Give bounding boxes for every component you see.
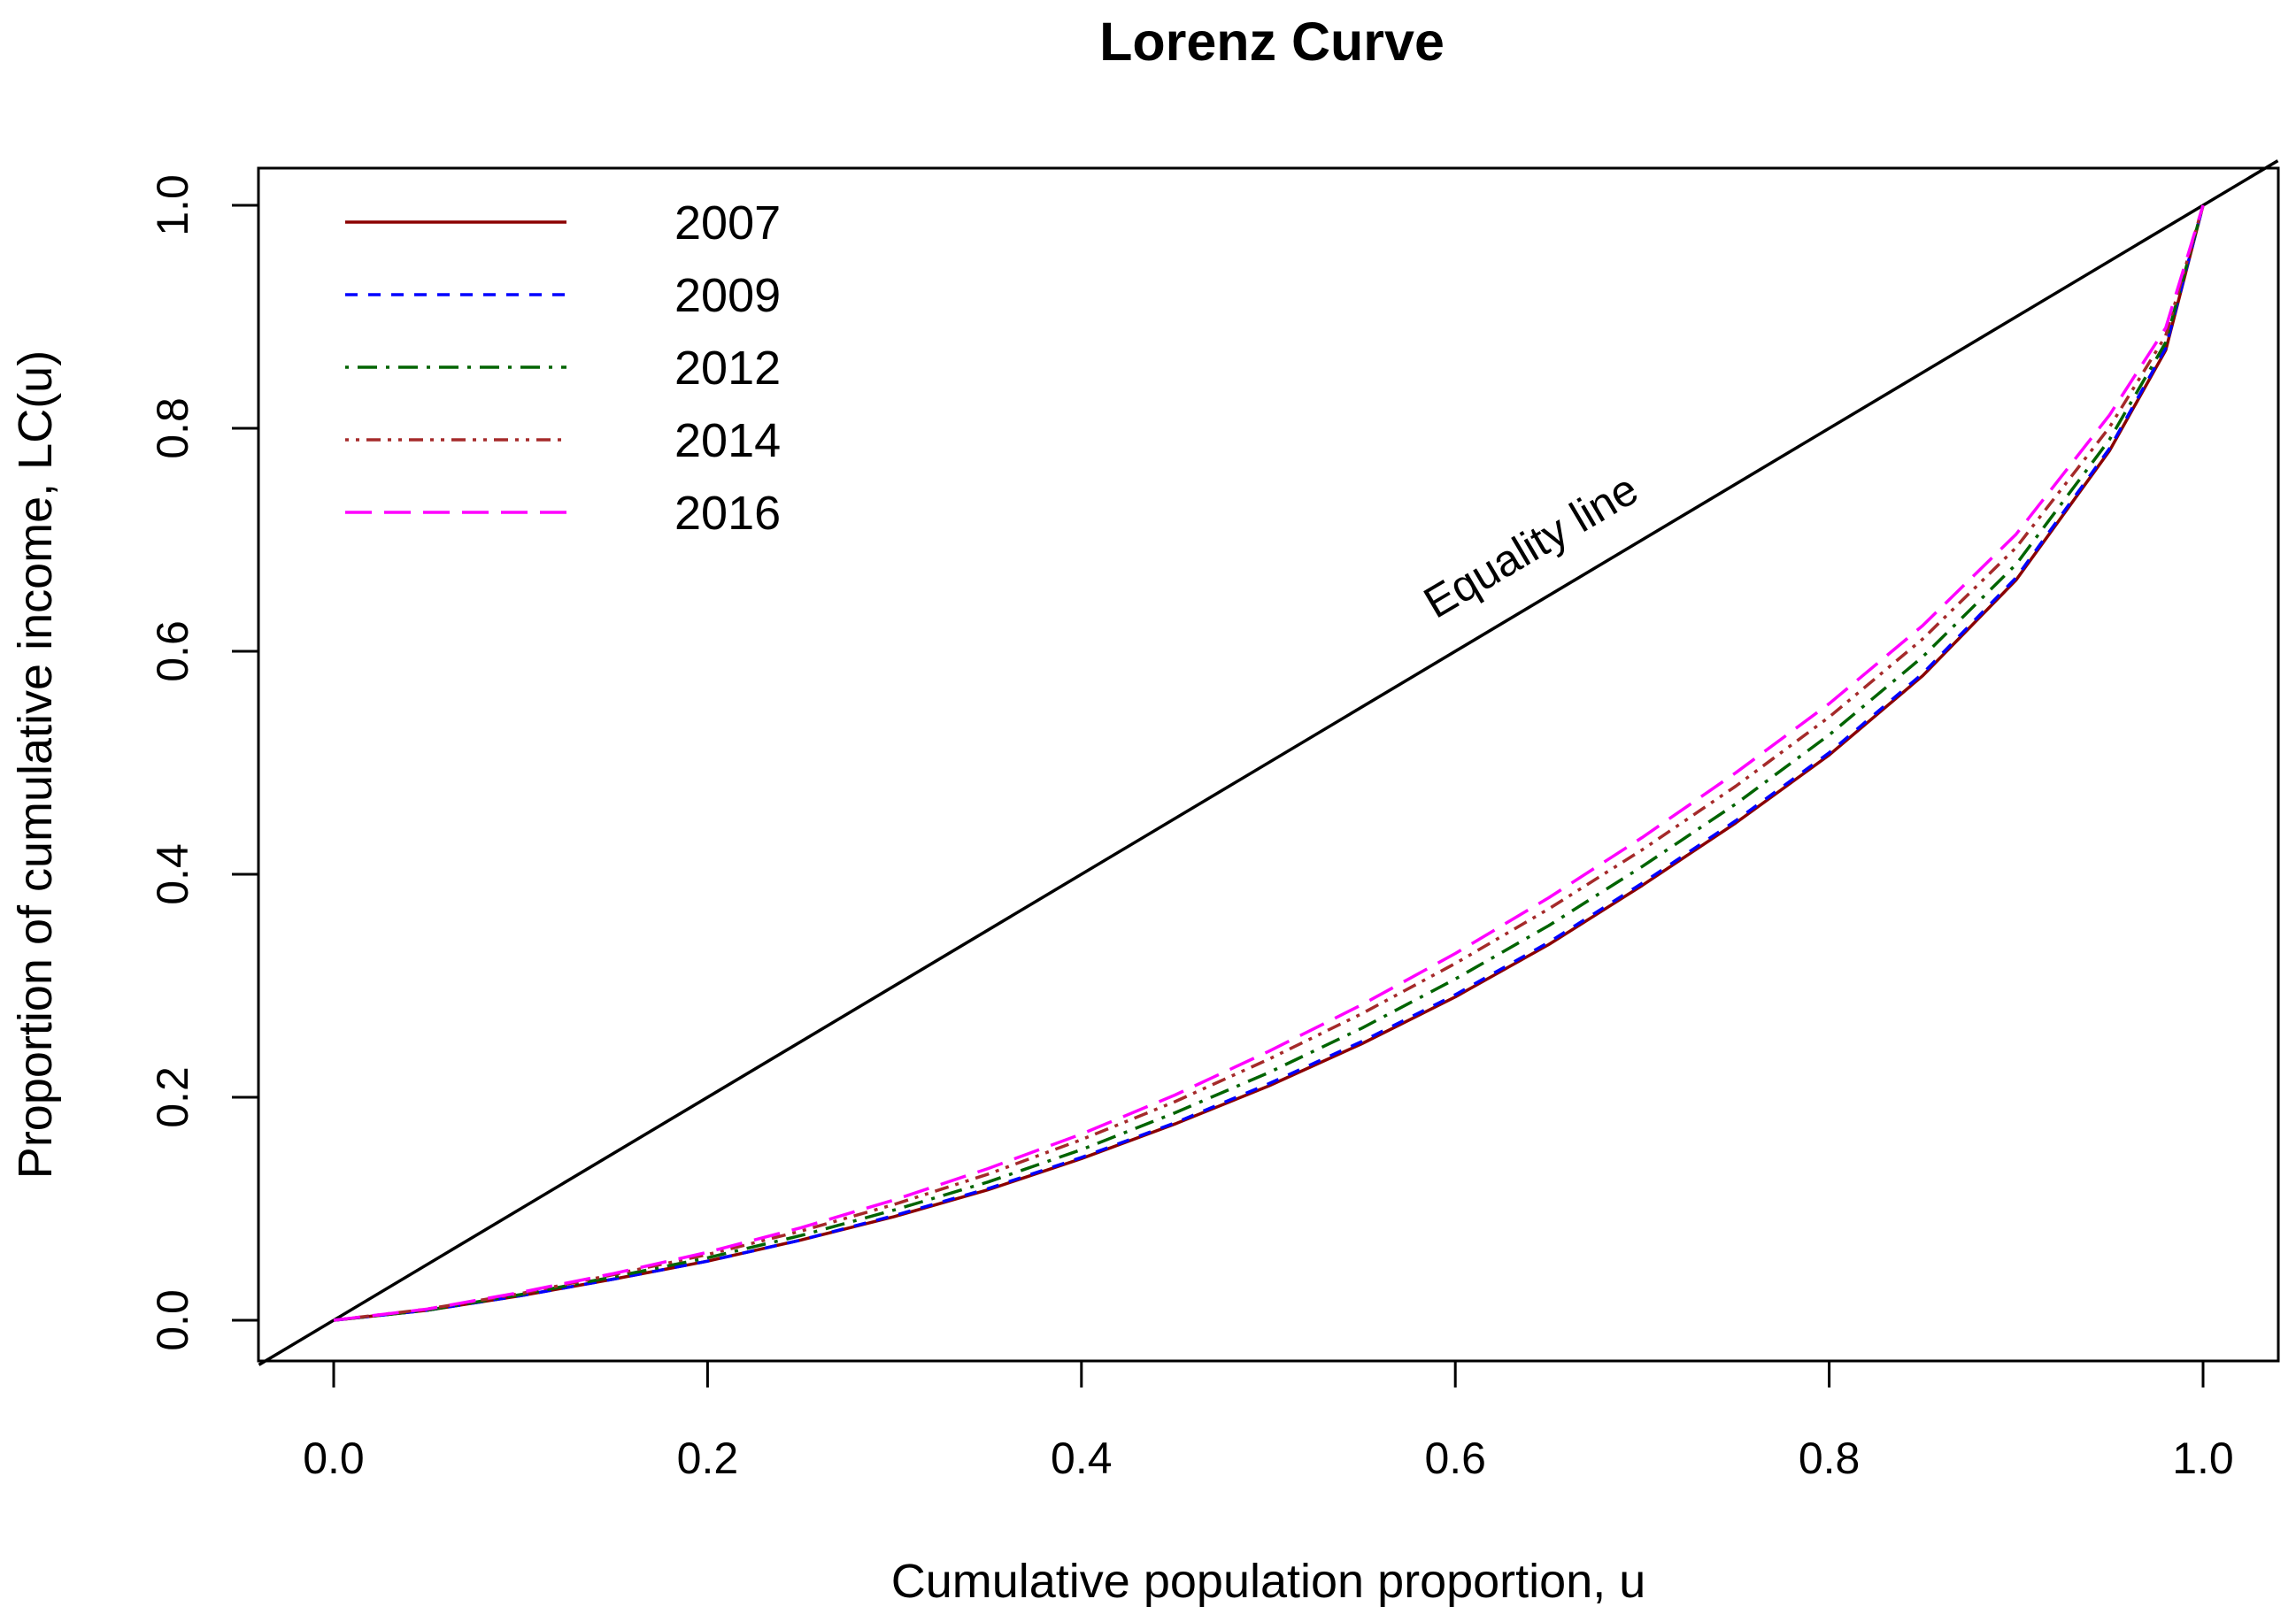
x-tick-label: 0.2	[677, 1434, 739, 1483]
y-tick-label: 0.8	[148, 397, 197, 459]
series-line-2016	[333, 204, 2205, 1322]
series-line-2009	[333, 204, 2205, 1322]
y-axis-label: Proportion of cumulative income, LC(u)	[9, 350, 62, 1179]
legend: 2007 2009 2012 2014 2016	[345, 196, 781, 540]
chart-title: Lorenz Curve	[1099, 12, 1445, 72]
series-line-2014	[333, 204, 2205, 1322]
x-tick-label: 1.0	[2172, 1434, 2234, 1483]
legend-label: 2007	[674, 196, 781, 250]
x-tick-label: 0.6	[1424, 1434, 1486, 1483]
y-tick-label: 0.4	[148, 843, 197, 905]
equality-line	[258, 159, 2279, 1366]
y-tick-label: 1.0	[148, 174, 197, 236]
y-axis: 0.0 0.2 0.4 0.6 0.8 1.0	[148, 174, 260, 1351]
y-tick-label: 0.0	[148, 1289, 197, 1351]
legend-label: 2012	[674, 342, 781, 395]
legend-label: 2009	[674, 269, 781, 322]
x-axis-label: Cumulative population proportion, u	[891, 1555, 1646, 1608]
series-layer	[333, 204, 2205, 1322]
legend-label: 2014	[674, 414, 781, 467]
x-tick-label: 0.8	[1799, 1434, 1861, 1483]
y-tick-label: 0.6	[148, 620, 197, 682]
x-tick-label: 0.4	[1051, 1434, 1113, 1483]
series-line-2012	[333, 204, 2205, 1322]
y-tick-label: 0.2	[148, 1066, 197, 1128]
x-tick-label: 0.0	[303, 1434, 365, 1483]
legend-label: 2016	[674, 487, 781, 540]
equality-line-label: Equality line	[1415, 464, 1646, 627]
x-axis: 0.0 0.2 0.4 0.6 0.8 1.0	[303, 1359, 2234, 1483]
